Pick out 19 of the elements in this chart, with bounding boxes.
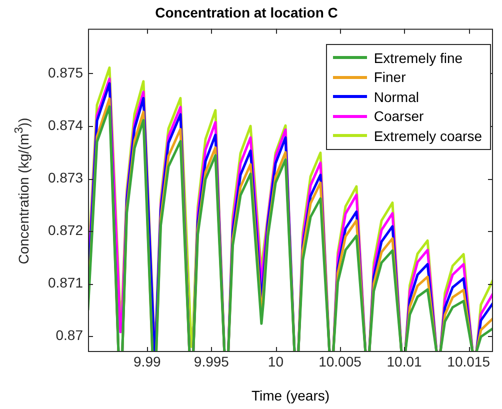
y-tick-label: 0.874 [48,116,84,133]
y-tick-label: 0.87 [56,327,84,344]
y-tick-label: 0.873 [48,169,84,186]
x-tick-label: 9.99 [134,353,161,370]
x-tick-label: 9.995 [194,353,230,370]
legend-label: Finer [374,69,406,86]
x-tick-label: 10.01 [386,353,422,370]
x-tick-label: 10.015 [447,353,490,370]
x-tick-label: 10.005 [318,353,362,370]
legend-label: Extremely fine [374,50,463,66]
y-tick-label: 0.871 [48,274,84,291]
legend-label: Coarser [374,108,424,124]
chart-title: Concentration at location C [155,4,338,20]
y-tick-label: 0.872 [48,222,84,238]
y-tick-label: 0.875 [48,64,84,80]
legend-label: Extremely coarse [374,128,482,144]
legend-label: Normal [374,88,419,105]
x-tick-label: 10 [268,353,284,370]
x-axis-title: Time (years) [251,387,330,404]
